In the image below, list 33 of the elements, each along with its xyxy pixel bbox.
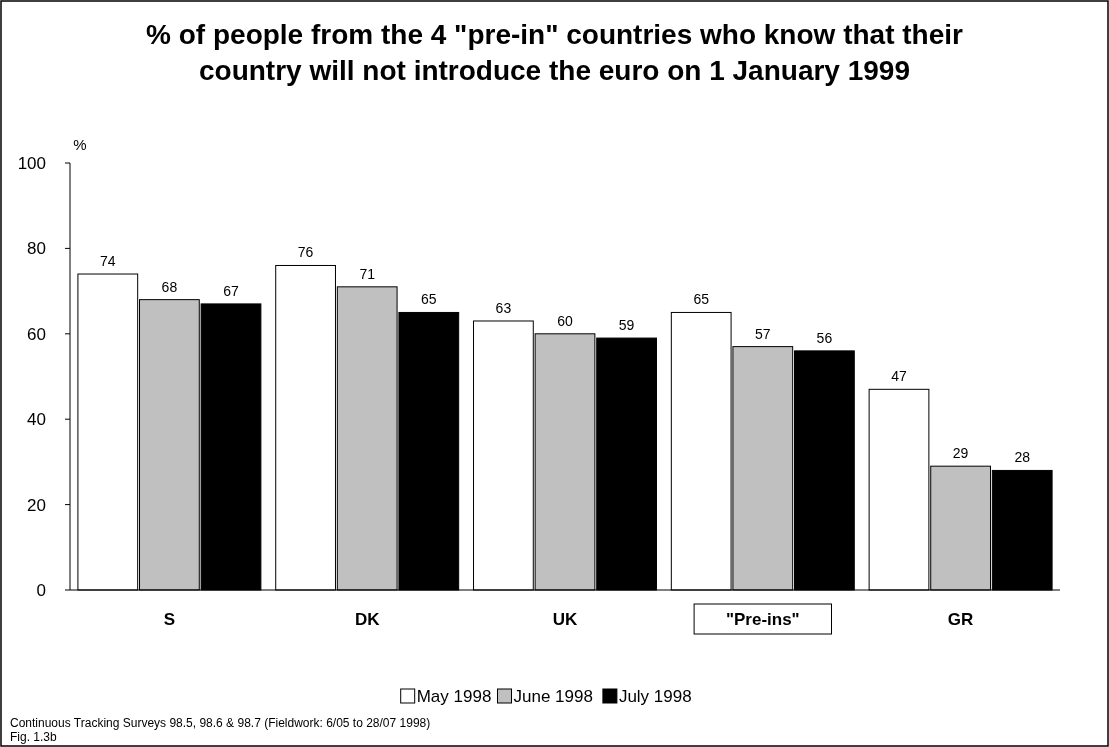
y-tick-label: 100: [17, 154, 46, 173]
legend-label: July 1998: [618, 687, 692, 706]
data-label: 76: [297, 244, 314, 261]
y-tick-label: 60: [27, 324, 46, 344]
data-label: 63: [495, 299, 512, 316]
x-tick-label: UK: [552, 610, 578, 629]
data-label: 67: [223, 282, 239, 299]
legend-label: May 1998: [416, 687, 492, 706]
data-label: 68: [161, 278, 178, 295]
data-label: 65: [421, 291, 437, 308]
data-label: 71: [359, 265, 376, 282]
x-tick-label: DK: [354, 610, 381, 629]
data-label: 60: [557, 312, 573, 329]
x-tick-label: GR: [947, 610, 974, 629]
x-tick-label: "Pre-ins": [725, 610, 800, 629]
text: Continuous Tracking Surveys 98.5, 98.6 & 98.7 (Fieldwork: 6/05 to 28/07 1998): [10, 716, 431, 730]
data-label: 47: [891, 368, 907, 385]
data-label: 29: [952, 445, 969, 462]
y-tick-label: 20: [27, 495, 46, 515]
data-label: 59: [618, 317, 635, 334]
y-tick-label: 40: [27, 410, 46, 430]
x-tick-label: S: [163, 610, 176, 629]
data-label: 57: [755, 325, 771, 342]
chart-title: % of people from the 4 "pre-in" countries who know that their country will not introduce the euro on 1 January 1999: [146, 19, 964, 86]
data-label: 28: [1014, 449, 1031, 466]
data-label: 56: [816, 329, 833, 346]
caption: Fig. 1.3b: [10, 730, 58, 744]
y-tick-label: 0: [36, 581, 46, 600]
legend-label: June 1998: [513, 687, 593, 706]
data-label: 65: [693, 291, 710, 308]
data-label: 74: [100, 253, 116, 270]
y-axis-title: %: [73, 136, 87, 153]
y-tick-label: 80: [27, 239, 46, 259]
